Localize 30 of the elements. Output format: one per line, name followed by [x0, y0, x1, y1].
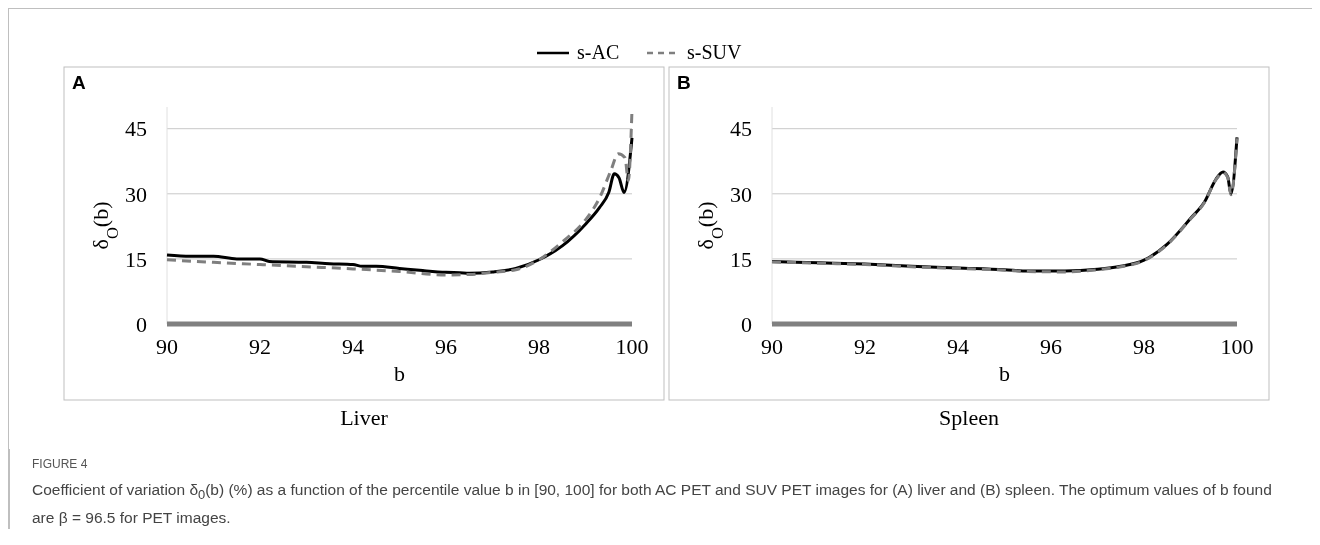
x-tick-label: 98 [1133, 334, 1155, 359]
legend-label: s-SUV [687, 41, 743, 63]
x-tick-label: 90 [761, 334, 783, 359]
y-tick-label: 0 [136, 311, 147, 337]
x-tick-label: 94 [342, 334, 364, 359]
text: Liver [340, 405, 389, 430]
chart-title: B [677, 72, 691, 93]
x-tick-label: 96 [1040, 334, 1062, 359]
caption: FIGURE 4 [32, 456, 89, 473]
x-axis-title: b [999, 361, 1010, 386]
y-tick-label: 30 [125, 181, 147, 207]
x-tick-label: 100 [615, 334, 649, 359]
x-tick-label: 98 [528, 334, 550, 359]
text: Coefficient of variation δ$_{0}$(b) (%) as a function of the percentile value b in [90, 100] for both AC PET and SUV PET images for (A) liver and (B) spleen. The optimum values of b found are β = 96.5 for PET images. [32, 480, 1273, 529]
x-axis-title: b [394, 361, 405, 386]
y-tick-label: 45 [730, 116, 752, 142]
text: Spleen [939, 405, 999, 430]
y-tick-label: 0 [741, 311, 752, 337]
x-tick-label: 92 [854, 334, 876, 359]
x-tick-label: 90 [156, 334, 178, 359]
y-tick-label: 15 [125, 246, 147, 272]
x-tick-label: 92 [249, 334, 271, 359]
x-tick-label: 94 [947, 334, 969, 359]
legend-label: s-AC [577, 41, 620, 63]
chart-title: A [72, 72, 86, 93]
y-tick-label: 45 [125, 116, 147, 142]
x-tick-label: 96 [435, 334, 457, 359]
y-tick-label: 30 [730, 181, 752, 207]
y-tick-label: 15 [730, 246, 752, 272]
x-tick-label: 100 [1220, 334, 1254, 359]
